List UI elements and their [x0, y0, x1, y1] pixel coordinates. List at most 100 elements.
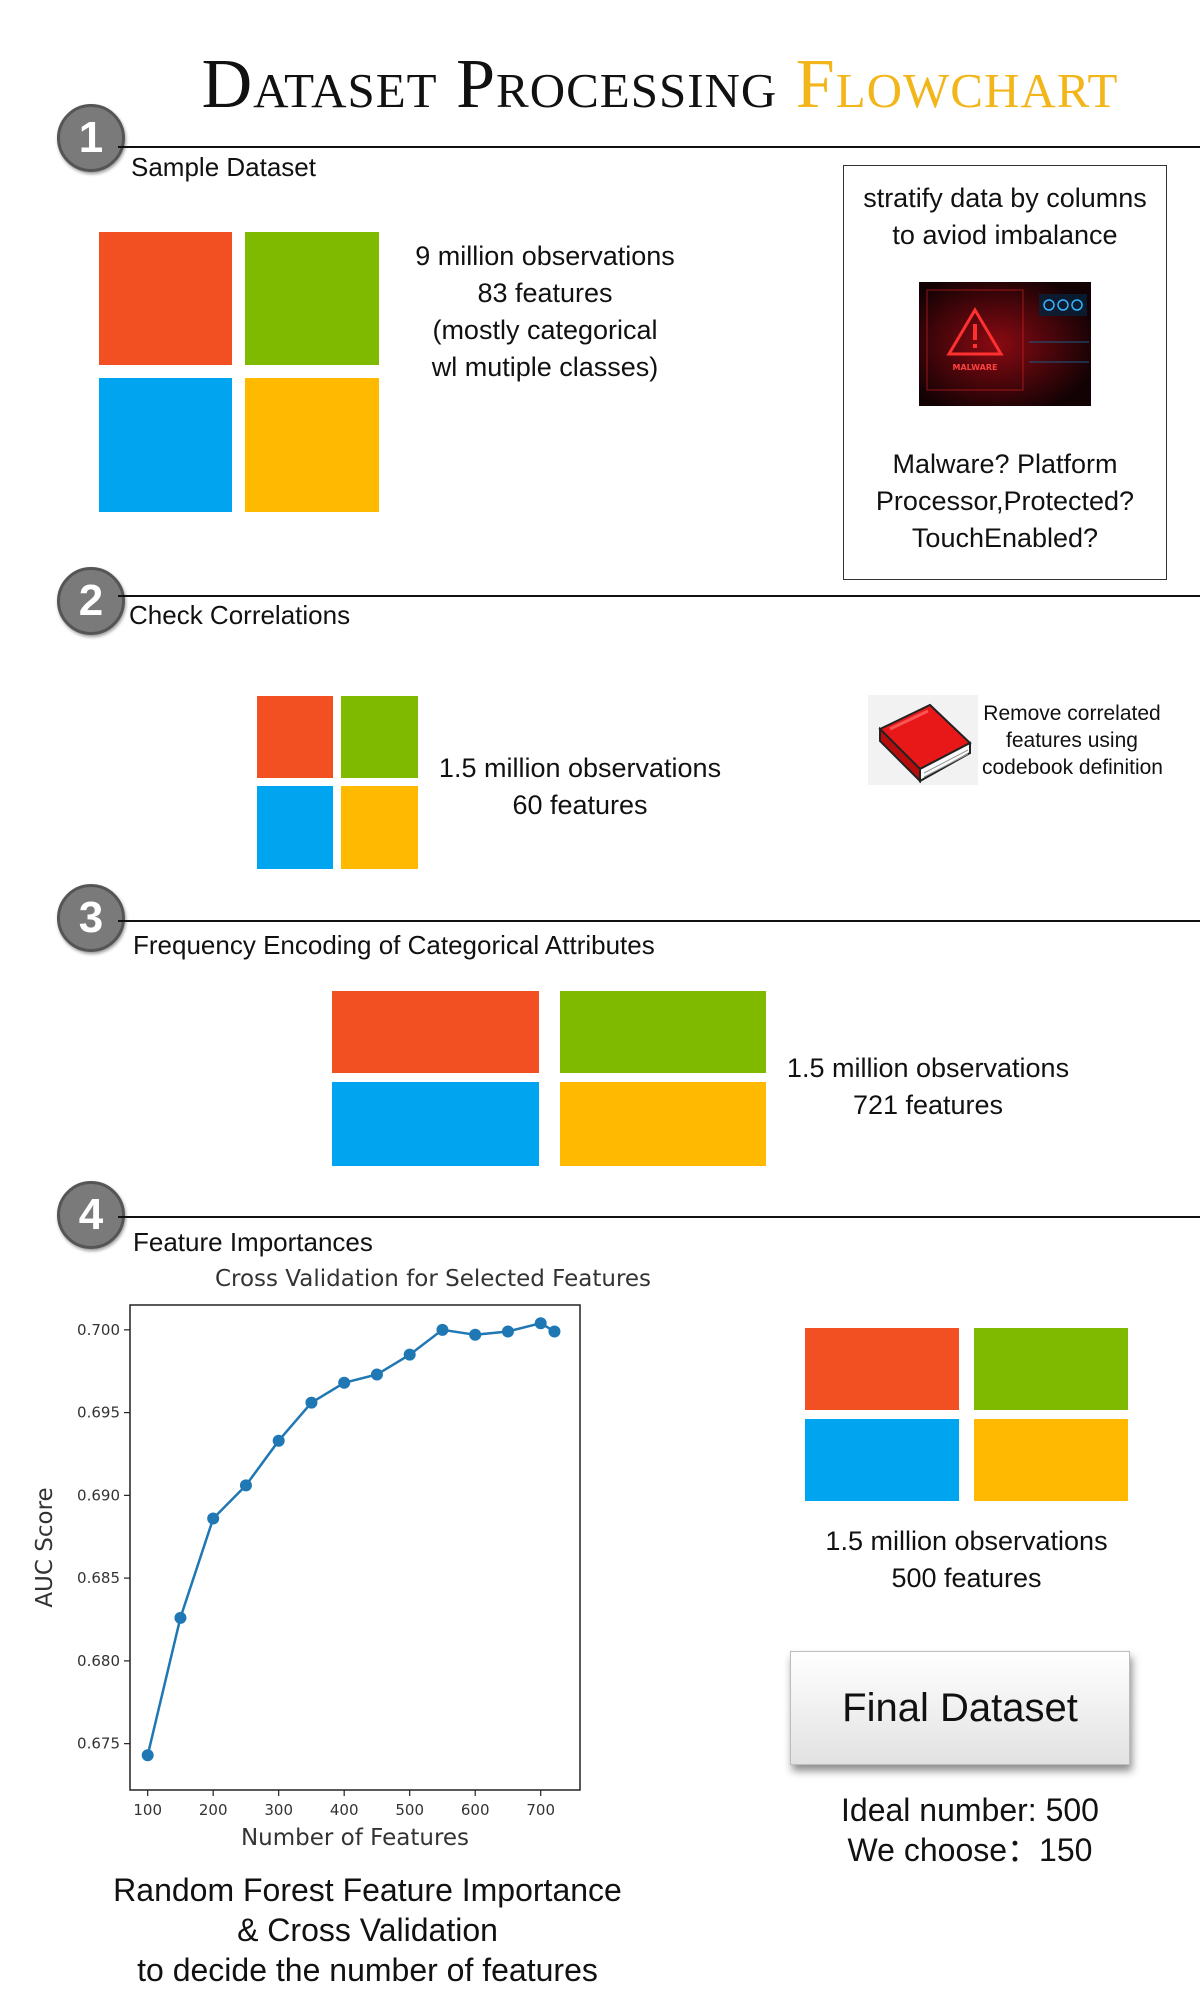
step-3-label: Frequency Encoding of Categorical Attrib…	[133, 930, 655, 960]
chart-plot-area	[129, 1304, 581, 1791]
stratify-column-line: Processor,Protected?	[875, 486, 1135, 516]
step-1-badge: 1	[57, 104, 125, 172]
y-tick-label: 0.675	[77, 1735, 120, 1753]
y-tick-label: 0.700	[77, 1321, 120, 1339]
ideal-number-text: Ideal number: 500	[841, 1792, 1099, 1828]
chosen-number-text: We choose：150	[847, 1832, 1093, 1868]
stratify-columns-text: Malware? Platform Processor,Protected? T…	[844, 446, 1166, 557]
logo-blue-square	[99, 378, 232, 512]
y-tick-label: 0.685	[77, 1569, 120, 1587]
step-2-dataset-logo	[257, 696, 418, 869]
data-point	[141, 1749, 154, 1762]
final-dataset-button[interactable]: Final Dataset	[790, 1651, 1130, 1765]
info-line: (mostly categorical	[432, 315, 658, 345]
data-point	[305, 1396, 318, 1409]
chart-x-axis: 100 200 300 400 500 600 700	[133, 1790, 555, 1819]
step-1-info: 9 million observations 83 features (most…	[385, 238, 705, 386]
info-line: 60 features	[512, 790, 648, 820]
x-tick-label: 300	[264, 1801, 293, 1819]
page-title: Dataset Processing Flowchart	[0, 45, 1200, 125]
data-point	[370, 1368, 383, 1381]
data-point	[436, 1323, 449, 1336]
data-point	[239, 1479, 252, 1492]
caption-line: to decide the number of features	[137, 1952, 598, 1988]
info-line: 1.5 million observations	[786, 1053, 1070, 1083]
step-2-info: 1.5 million observations 60 features	[420, 750, 740, 824]
logo-blue-square	[805, 1419, 959, 1501]
y-tick-label: 0.680	[77, 1652, 120, 1670]
step-3-divider	[118, 920, 1200, 922]
logo-red-square	[257, 696, 333, 778]
x-tick-label: 100	[133, 1801, 162, 1819]
logo-yellow-square	[560, 1082, 766, 1166]
caption-line: Random Forest Feature Importance	[113, 1872, 622, 1908]
stratify-column-line: Malware? Platform	[892, 449, 1118, 479]
data-point	[207, 1512, 220, 1525]
logo-yellow-square	[974, 1419, 1128, 1501]
step-1-divider	[118, 146, 1200, 148]
step-4-label: Feature Importances	[133, 1227, 373, 1257]
data-point	[469, 1328, 482, 1341]
stratify-text: stratify data by columns to aviod imbala…	[844, 180, 1166, 254]
title-accent: Flowchart	[795, 46, 1119, 123]
book-icon	[868, 695, 978, 785]
data-point	[272, 1434, 285, 1447]
step-4-badge: 4	[57, 1181, 125, 1249]
stratify-column-line: TouchEnabled?	[911, 523, 1099, 553]
stratify-line: stratify data by columns	[863, 183, 1147, 213]
x-tick-label: 400	[330, 1801, 359, 1819]
logo-green-square	[974, 1328, 1128, 1410]
step-3-dataset-logo	[332, 991, 766, 1166]
note-line: codebook definition	[982, 756, 1163, 779]
logo-green-square	[560, 991, 766, 1073]
auc-series-points	[141, 1317, 561, 1762]
stratify-box: stratify data by columns to aviod imbala…	[843, 165, 1167, 580]
stratify-line: to aviod imbalance	[892, 220, 1118, 250]
data-point	[534, 1317, 547, 1330]
info-line: 9 million observations	[415, 241, 675, 271]
malware-image: MALWARE	[919, 282, 1091, 406]
step-3-badge: 3	[57, 884, 125, 952]
data-point	[174, 1611, 187, 1624]
step-4-divider	[118, 1216, 1200, 1218]
logo-blue-square	[332, 1082, 539, 1166]
step-4-dataset-logo	[805, 1328, 1128, 1501]
feature-count-note: Ideal number: 500 We choose：150	[790, 1790, 1150, 1870]
logo-red-square	[332, 991, 539, 1073]
info-line: 1.5 million observations	[438, 753, 722, 783]
info-line: 83 features	[477, 278, 613, 308]
logo-green-square	[245, 232, 379, 365]
data-point	[403, 1348, 416, 1361]
x-tick-label: 500	[395, 1801, 424, 1819]
step-2-divider	[118, 595, 1200, 597]
chart-y-label: AUC Score	[32, 1487, 58, 1607]
info-line: 500 features	[891, 1563, 1042, 1593]
y-tick-label: 0.695	[77, 1404, 120, 1422]
logo-blue-square	[257, 786, 333, 869]
correlation-note: Remove correlated features using codeboo…	[982, 700, 1163, 781]
info-line: 721 features	[852, 1090, 1004, 1120]
logo-yellow-square	[245, 378, 379, 512]
logo-red-square	[805, 1328, 959, 1410]
x-tick-label: 600	[461, 1801, 490, 1819]
malware-image-text: MALWARE	[953, 363, 998, 372]
y-tick-label: 0.690	[77, 1486, 120, 1504]
chart-caption: Random Forest Feature Importance & Cross…	[30, 1870, 705, 1990]
caption-line: & Cross Validation	[237, 1912, 498, 1948]
x-tick-label: 700	[526, 1801, 555, 1819]
step-2-badge: 2	[57, 567, 125, 635]
info-line: 1.5 million observations	[825, 1526, 1108, 1556]
step-2-label: Check Correlations	[129, 600, 351, 630]
logo-yellow-square	[341, 786, 418, 869]
note-line: features using	[1006, 729, 1138, 752]
book-icon-graphic	[878, 703, 972, 784]
info-line: wl mutiple classes)	[431, 352, 659, 382]
cross-validation-chart: 0.675 0.680 0.685 0.690 0.695 0.700 100 200 300…	[32, 1304, 581, 1851]
x-tick-label: 200	[199, 1801, 228, 1819]
chart-x-label: Number of Features	[241, 1825, 469, 1851]
step-3-info: 1.5 million observations 721 features	[768, 1050, 1088, 1124]
chart-y-axis: 0.675 0.680 0.685 0.690 0.695 0.700	[77, 1321, 130, 1753]
step-4-info: 1.5 million observations 500 features	[805, 1523, 1128, 1597]
note-line: Remove correlated	[983, 702, 1161, 725]
auc-series-line	[146, 1321, 556, 1756]
